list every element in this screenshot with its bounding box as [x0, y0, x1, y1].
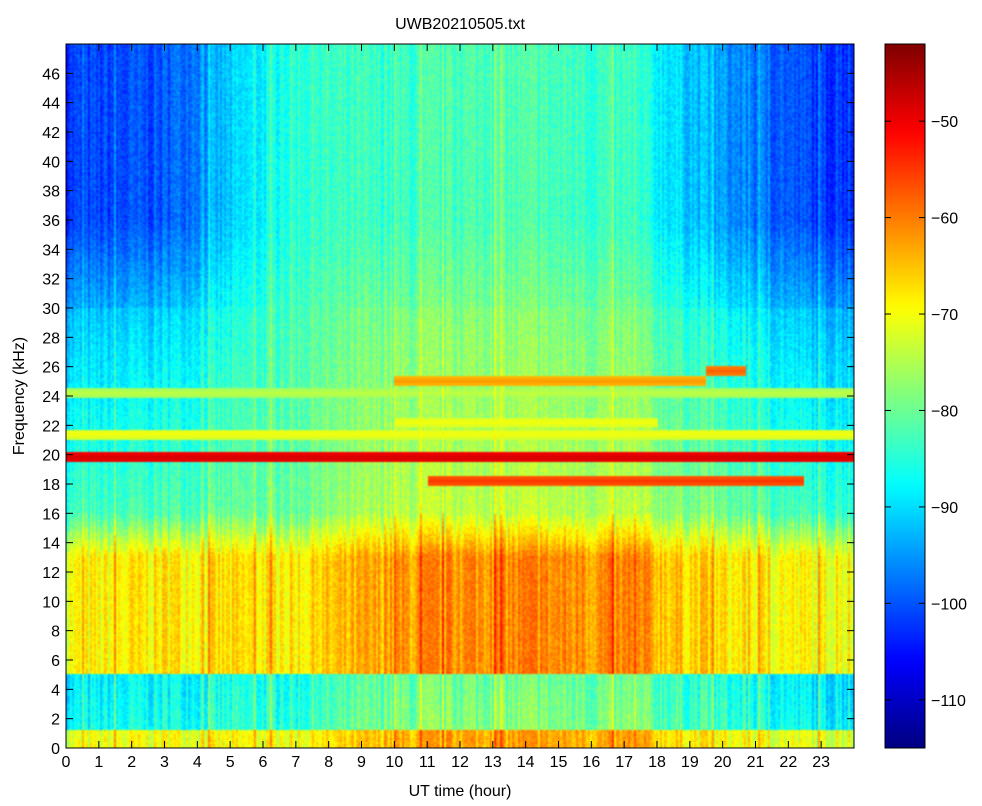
y-axis-label: Frequency (kHz) — [11, 337, 28, 455]
x-tick-label: 3 — [160, 754, 169, 771]
colorbar-tick-label: −90 — [931, 500, 958, 517]
x-tick-label: 17 — [615, 754, 633, 771]
y-tick-label: 30 — [42, 301, 60, 318]
y-tick-label: 34 — [42, 242, 60, 259]
colorbar-tick-label: −60 — [931, 211, 958, 228]
x-tick-label: 16 — [582, 754, 600, 771]
colorbar-tick-label: −70 — [931, 307, 958, 324]
colorbar-tick-label: −80 — [931, 403, 958, 420]
y-tick-label: 8 — [51, 624, 60, 641]
y-axis-ticks: 0246810121416182022242628303234363840424… — [42, 66, 854, 758]
y-tick-label: 46 — [42, 66, 60, 83]
y-tick-label: 44 — [42, 96, 60, 113]
x-tick-label: 8 — [324, 754, 333, 771]
x-tick-label: 0 — [62, 754, 71, 771]
y-tick-label: 24 — [42, 389, 60, 406]
colorbar-tick-label: −100 — [931, 596, 967, 613]
x-axis-ticks: 0 1 2 3 4 5 6 7 8 9 10 11 12 13 14 15 16 17 18 19 20 21 22 23 — [62, 44, 830, 771]
x-tick-label: 10 — [385, 754, 403, 771]
colorbar-tick-label: −50 — [931, 114, 958, 131]
x-tick-label: 1 — [94, 754, 103, 771]
colorbar-gradient — [885, 44, 925, 748]
x-tick-label: 4 — [193, 754, 202, 771]
y-tick-label: 0 — [51, 741, 60, 758]
x-tick-label: 11 — [419, 754, 436, 771]
y-tick-label: 18 — [42, 477, 60, 494]
y-tick-label: 6 — [51, 653, 60, 670]
y-tick-label: 12 — [42, 565, 60, 582]
y-tick-label: 36 — [42, 213, 60, 230]
y-tick-label: 4 — [51, 682, 60, 699]
x-tick-label: 15 — [550, 754, 568, 771]
x-tick-label: 23 — [812, 754, 830, 771]
colorbar: −110 −100 −90 −80 −70 −60 −50 — [884, 43, 967, 749]
x-tick-label: 9 — [357, 754, 366, 771]
spectrogram-image — [66, 44, 854, 748]
x-tick-label: 2 — [127, 754, 136, 771]
y-tick-label: 26 — [42, 360, 60, 377]
y-tick-label: 40 — [42, 154, 60, 171]
x-tick-label: 19 — [681, 754, 699, 771]
x-axis-label: UT time (hour) — [409, 783, 512, 800]
colorbar-tick-label: −110 — [931, 693, 966, 710]
x-tick-label: 13 — [484, 754, 502, 771]
x-tick-label: 12 — [451, 754, 469, 771]
y-tick-label: 22 — [42, 418, 60, 435]
colorbar-frame — [884, 43, 926, 749]
x-tick-label: 20 — [714, 754, 732, 771]
x-tick-label: 5 — [226, 754, 235, 771]
y-tick-label: 42 — [42, 125, 60, 142]
chart-title: UWB20210505.txt — [395, 16, 525, 33]
y-tick-label: 10 — [42, 594, 60, 611]
y-tick-label: 32 — [42, 272, 60, 289]
y-tick-label: 2 — [51, 712, 60, 729]
y-tick-label: 14 — [42, 536, 60, 553]
colorbar-ticks: −110 −100 −90 −80 −70 −60 −50 — [885, 114, 967, 710]
x-tick-label: 7 — [291, 754, 300, 771]
x-tick-label: 14 — [517, 754, 535, 771]
x-tick-label: 6 — [259, 754, 268, 771]
x-tick-label: 21 — [747, 754, 765, 771]
x-tick-label: 18 — [648, 754, 666, 771]
y-tick-label: 20 — [42, 448, 60, 465]
y-tick-label: 28 — [42, 330, 60, 347]
y-tick-label: 38 — [42, 184, 60, 201]
spectrogram-plot-area — [65, 43, 855, 749]
x-tick-label: 22 — [779, 754, 797, 771]
y-tick-label: 16 — [42, 506, 60, 523]
